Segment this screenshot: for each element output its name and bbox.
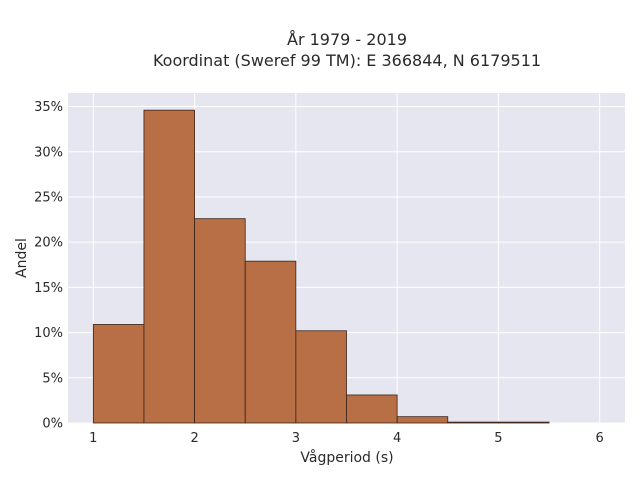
x-tick-label: 3 (292, 431, 300, 446)
y-tick-label: 30% (34, 145, 63, 160)
x-axis-label: Vågperiod (s) (300, 449, 393, 466)
y-axis-ticks: 0% 5% 10% 15% 20% 25% 30% 35% (34, 100, 63, 431)
histogram-bar (92, 324, 145, 424)
histogram-bar (194, 218, 246, 424)
histogram-bar (498, 421, 550, 424)
chart-title-line-2: Koordinat (Sweref 99 TM): E 366844, N 61… (153, 51, 541, 70)
x-tick-label: 5 (494, 431, 502, 446)
histogram-bar (244, 260, 297, 424)
y-tick-label: 10% (34, 326, 63, 341)
histogram-bar (346, 394, 398, 424)
histogram-bar (447, 421, 499, 424)
y-tick-label: 0% (42, 417, 63, 432)
y-axis-label: Andel (14, 238, 30, 278)
y-tick-label: 35% (34, 100, 63, 115)
x-tick-label: 1 (89, 431, 97, 446)
chart-title-line-1: År 1979 - 2019 (287, 30, 407, 49)
histogram-bars (92, 109, 550, 424)
histogram-bar (396, 416, 449, 424)
y-tick-label: 5% (42, 371, 63, 386)
x-tick-label: 6 (596, 431, 604, 446)
y-tick-label: 20% (34, 236, 63, 251)
histogram-bar (295, 330, 347, 424)
y-tick-label: 15% (34, 281, 63, 296)
y-tick-label: 25% (34, 190, 63, 205)
x-axis-ticks: 1 2 3 4 5 6 (89, 431, 604, 446)
x-tick-label: 4 (393, 431, 401, 446)
x-tick-label: 2 (190, 431, 198, 446)
histogram-bar (143, 109, 195, 424)
